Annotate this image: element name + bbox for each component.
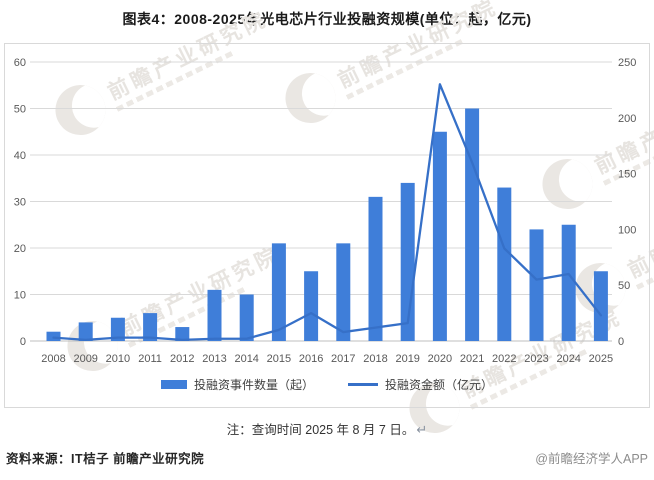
svg-text:2022: 2022 <box>492 353 516 365</box>
chart-svg: 0 10 20 30 40 50 60 0 50 100 150 200 250 2008 2009 2010… <box>14 57 637 365</box>
svg-text:2016: 2016 <box>299 353 323 365</box>
svg-text:2025: 2025 <box>589 353 613 365</box>
chart-legend: 投融资事件数量（起） 投融资金额（亿元） <box>5 376 649 393</box>
credit-text: @前瞻经济学人APP <box>535 452 648 466</box>
svg-text:2012: 2012 <box>170 353 194 365</box>
legend-item-events: 投融资事件数量（起） <box>160 376 314 393</box>
svg-text:100: 100 <box>618 224 636 236</box>
source-text: 资料来源：IT桔子 前瞻产业研究院 <box>6 452 205 466</box>
footer: 资料来源：IT桔子 前瞻产业研究院 @前瞻经济学人APP <box>0 448 654 467</box>
svg-text:2020: 2020 <box>428 353 452 365</box>
svg-text:150: 150 <box>618 169 636 181</box>
svg-text:40: 40 <box>14 150 26 162</box>
svg-text:60: 60 <box>14 57 26 69</box>
chart-note: 注：查询时间 2025 年 8 月 7 日。 ↵ <box>0 419 654 438</box>
return-mark-icon: ↵ <box>416 422 428 437</box>
svg-text:2021: 2021 <box>460 353 484 365</box>
legend-label-amount: 投融资金额（亿元） <box>385 378 494 392</box>
svg-text:2019: 2019 <box>395 353 419 365</box>
line-series-swatch-icon <box>348 383 378 386</box>
svg-text:0: 0 <box>20 336 26 348</box>
svg-text:2015: 2015 <box>267 353 291 365</box>
svg-text:50: 50 <box>14 104 26 116</box>
svg-text:2018: 2018 <box>363 353 387 365</box>
svg-text:2023: 2023 <box>524 353 548 365</box>
svg-text:30: 30 <box>14 197 26 209</box>
svg-text:50: 50 <box>618 280 630 292</box>
svg-text:2008: 2008 <box>41 353 65 365</box>
bar-series-swatch-icon <box>160 380 187 389</box>
svg-text:10: 10 <box>14 290 26 302</box>
svg-text:0: 0 <box>618 336 624 348</box>
svg-text:2013: 2013 <box>202 353 226 365</box>
svg-text:2014: 2014 <box>234 353 258 365</box>
svg-text:2010: 2010 <box>106 353 130 365</box>
svg-text:2009: 2009 <box>73 353 97 365</box>
legend-label-events: 投融资事件数量（起） <box>193 378 314 392</box>
svg-text:20: 20 <box>14 243 26 255</box>
svg-text:2024: 2024 <box>556 353 580 365</box>
legend-item-amount: 投融资金额（亿元） <box>348 376 493 393</box>
note-text: 注：查询时间 2025 年 8 月 7 日。 <box>226 423 415 437</box>
svg-text:250: 250 <box>618 57 636 69</box>
svg-text:2017: 2017 <box>331 353 355 365</box>
svg-text:200: 200 <box>618 113 636 125</box>
chart-area: 0 10 20 30 40 50 60 0 50 100 150 200 250 2008 2009 2010… <box>4 43 650 408</box>
svg-text:2011: 2011 <box>138 353 162 365</box>
page-title: 图表4：2008-2025年光电芯片行业投融资规模(单位：起，亿元) <box>122 11 532 27</box>
